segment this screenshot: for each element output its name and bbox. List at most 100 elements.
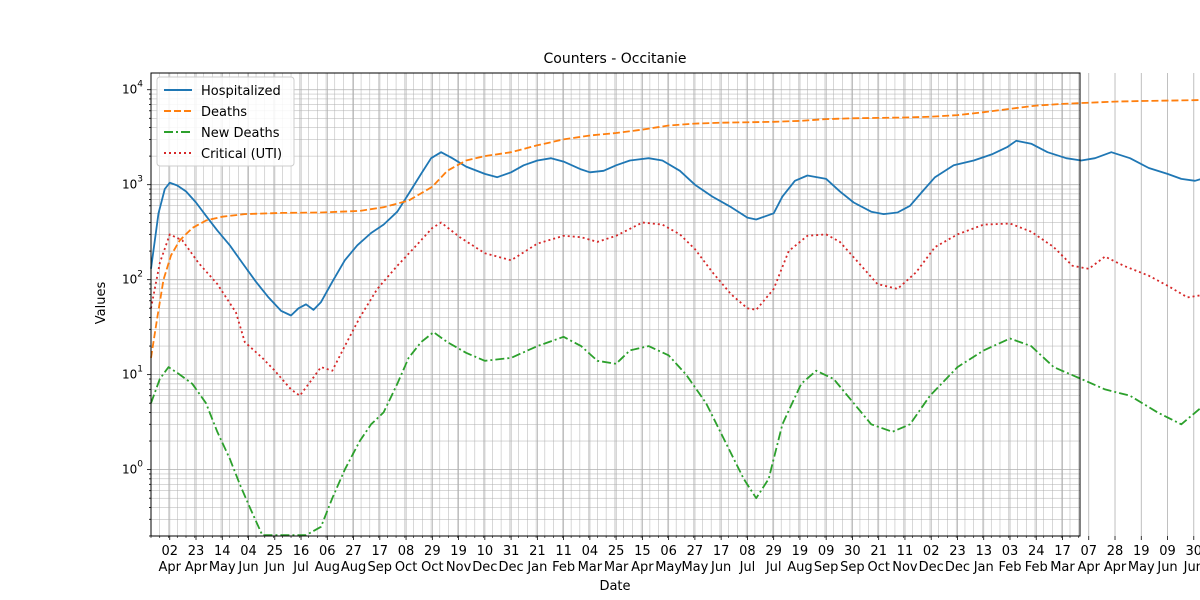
x-tick-day-label: 23 <box>949 544 966 559</box>
x-tick-month-label: Jun <box>237 560 258 575</box>
y-tick-exponent: 0 <box>137 460 143 470</box>
x-tick-month-label: Nov <box>892 560 918 575</box>
x-tick-month-label: May <box>209 560 236 575</box>
x-tick-day-label: 14 <box>214 544 231 559</box>
x-tick-month-label: Nov <box>446 560 472 575</box>
x-tick-month-label: Oct <box>867 560 889 575</box>
x-tick-month-label: May <box>1128 560 1155 575</box>
legend: Hospitalized Deaths New Deaths Critical … <box>156 76 295 167</box>
x-tick-day-label: 23 <box>188 544 205 559</box>
x-tick-day-label: 08 <box>739 544 756 559</box>
x-tick-month-label: Dec <box>919 560 944 575</box>
x-tick-day-label: 09 <box>1159 544 1176 559</box>
x-tick-day-label: 19 <box>1133 544 1150 559</box>
series-line-critical-uti <box>150 221 1200 397</box>
x-tick-month-label: Jan <box>973 560 994 575</box>
x-tick-day-label: 21 <box>870 544 887 559</box>
x-tick-day-label: 06 <box>660 544 677 559</box>
plot-series <box>150 99 1200 537</box>
x-tick-month-label: Jul <box>292 560 309 575</box>
legend-label-critical: Critical (UTI) <box>201 147 282 162</box>
x-tick-month-label: Jun <box>1183 560 1200 575</box>
x-tick-day-label: 11 <box>897 544 914 559</box>
x-tick-month-label: Aug <box>787 560 812 575</box>
x-tick-day-label: 08 <box>398 544 415 559</box>
x-tick-day-label: 30 <box>844 544 861 559</box>
x-tick-day-label: 06 <box>319 544 336 559</box>
x-tick-month-label: Feb <box>1025 560 1048 575</box>
x-tick-month-label: Dec <box>945 560 970 575</box>
legend-label-new-deaths: New Deaths <box>201 126 280 141</box>
x-tick-day-label: 29 <box>765 544 782 559</box>
x-tick-month-label: Jun <box>710 560 731 575</box>
legend-box <box>156 76 295 167</box>
x-tick-month-label: Apr <box>1104 560 1127 575</box>
x-tick-month-label: Apr <box>185 560 208 575</box>
y-tick-exponent: 1 <box>137 365 143 375</box>
x-tick-month-label: Apr <box>1078 560 1101 575</box>
x-tick-day-label: 25 <box>608 544 625 559</box>
x-tick-month-label: Sep <box>814 560 839 575</box>
legend-label-hospitalized: Hospitalized <box>201 84 281 99</box>
x-tick-day-label: 24 <box>1028 544 1045 559</box>
x-tick-day-label: 17 <box>1054 544 1071 559</box>
x-tick-day-label: 28 <box>1107 544 1124 559</box>
x-tick-month-label: Apr <box>159 560 182 575</box>
x-tick-day-label: 10 <box>477 544 494 559</box>
x-tick-month-label: Mar <box>578 560 603 575</box>
series-line-hospitalized <box>150 139 1200 317</box>
x-axis-ticks: 02Apr23Apr14May04Jun25Jun16Jul06Aug27Aug… <box>150 536 1200 575</box>
x-tick-month-label: Sep <box>840 560 865 575</box>
x-tick-month-label: Sep <box>368 560 393 575</box>
y-tick-label: 100 <box>122 460 143 477</box>
x-tick-day-label: 15 <box>634 544 651 559</box>
x-tick-month-label: Apr <box>631 560 654 575</box>
x-tick-day-label: 27 <box>687 544 704 559</box>
grid <box>150 73 1195 537</box>
y-axis-label: Values <box>94 282 109 325</box>
chart-title: Counters - Occitanie <box>544 51 687 67</box>
y-tick-exponent: 3 <box>137 175 143 185</box>
y-tick-label: 103 <box>122 175 143 192</box>
x-tick-month-label: Dec <box>499 560 524 575</box>
x-tick-month-label: Jun <box>1156 560 1177 575</box>
x-tick-month-label: May <box>681 560 708 575</box>
x-tick-month-label: Feb <box>998 560 1021 575</box>
x-tick-day-label: 29 <box>424 544 441 559</box>
x-tick-day-label: 04 <box>240 544 257 559</box>
x-tick-month-label: Dec <box>472 560 497 575</box>
x-tick-month-label: Mar <box>1050 560 1075 575</box>
x-tick-day-label: 07 <box>1080 544 1097 559</box>
x-tick-day-label: 13 <box>975 544 992 559</box>
x-tick-month-label: Aug <box>315 560 340 575</box>
x-tick-day-label: 17 <box>372 544 389 559</box>
x-tick-day-label: 16 <box>293 544 310 559</box>
x-tick-month-label: Jan <box>526 560 547 575</box>
x-tick-month-label: Oct <box>421 560 443 575</box>
y-tick-label: 101 <box>122 365 143 382</box>
y-tick-exponent: 4 <box>137 80 143 90</box>
y-tick-label: 102 <box>122 270 143 287</box>
x-tick-month-label: Mar <box>604 560 629 575</box>
x-tick-day-label: 30 <box>1186 544 1200 559</box>
y-tick-label: 104 <box>122 80 143 97</box>
x-tick-day-label: 03 <box>1002 544 1019 559</box>
x-tick-month-label: Oct <box>395 560 417 575</box>
x-tick-month-label: Feb <box>552 560 575 575</box>
x-tick-day-label: 17 <box>713 544 730 559</box>
x-tick-month-label: Jul <box>765 560 782 575</box>
x-tick-day-label: 25 <box>267 544 284 559</box>
x-tick-day-label: 02 <box>923 544 940 559</box>
x-tick-month-label: Aug <box>341 560 366 575</box>
x-tick-day-label: 31 <box>503 544 520 559</box>
x-tick-day-label: 11 <box>555 544 572 559</box>
x-tick-month-label: Jul <box>739 560 756 575</box>
x-tick-day-label: 21 <box>529 544 546 559</box>
x-tick-month-label: Jun <box>264 560 285 575</box>
x-tick-day-label: 09 <box>818 544 835 559</box>
x-tick-day-label: 19 <box>792 544 809 559</box>
x-tick-day-label: 02 <box>161 544 178 559</box>
series-line-new-deaths <box>150 331 1200 537</box>
